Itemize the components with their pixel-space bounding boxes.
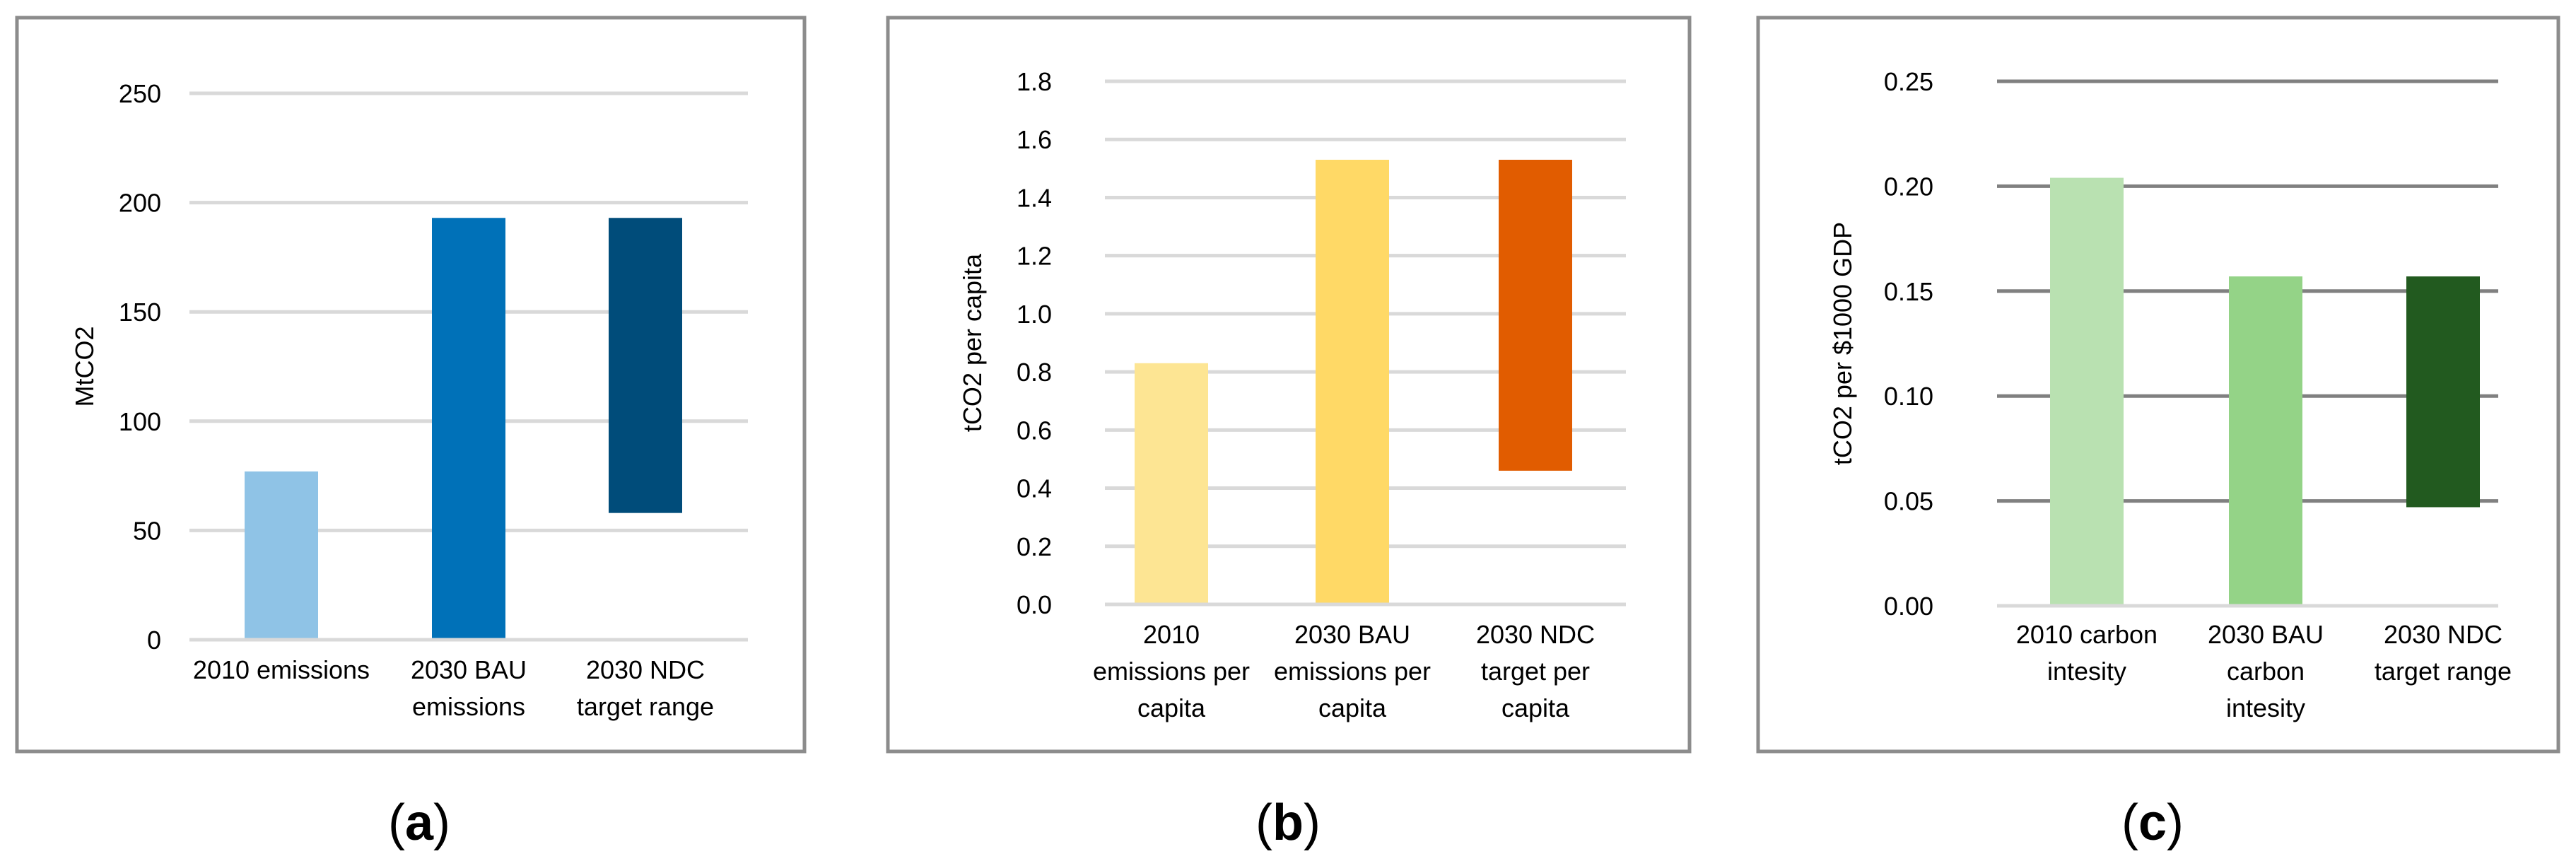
- bar: [432, 218, 505, 640]
- y-tick-label: 0.4: [1017, 474, 1052, 503]
- chart-panel-c: 0.00 0.05 0.10 0.15 0.20 0.25 2010 carbon intes…: [1756, 16, 2560, 851]
- bar: [2050, 177, 2124, 606]
- category-label: 2010 emissions: [193, 655, 370, 684]
- y-tick-label: 0.6: [1017, 416, 1052, 445]
- category-label: 2030 NDC target range: [577, 655, 714, 721]
- panel-label: (a): [388, 795, 450, 851]
- y-tick-label: 0.20: [1884, 172, 1933, 201]
- category-label: 2030 BAU emissions per capita: [1274, 620, 1431, 722]
- y-tick-label: 1.8: [1017, 67, 1052, 96]
- y-tick-label: 1.2: [1017, 242, 1052, 271]
- y-axis-label: tCO2 per $1000 GDP: [1828, 222, 1857, 465]
- y-tick-label: 0.25: [1884, 67, 1933, 96]
- panel-label: (c): [2121, 795, 2184, 851]
- chart-panel-a: 0 50 100 150 200 250 2010 emissions 2030 BAU emi…: [15, 16, 807, 851]
- panel-label: (b): [1255, 795, 1321, 851]
- category-label: 2030 NDC target range: [2375, 620, 2512, 686]
- y-tick-label: 250: [119, 79, 161, 108]
- y-tick-label: 1.6: [1017, 125, 1052, 154]
- category-label: 2030 NDC target per capita: [1476, 620, 1595, 722]
- y-axis-label: MtCO2: [70, 326, 99, 406]
- category-label: 2030 BAU emissions: [411, 655, 527, 721]
- bar: [2229, 276, 2302, 606]
- y-tick-label: 0.10: [1884, 382, 1933, 411]
- y-tick-label: 0.05: [1884, 487, 1933, 516]
- bar: [1316, 160, 1389, 604]
- bar: [1499, 160, 1572, 471]
- bar: [609, 218, 682, 513]
- category-label: 2010 emissions per capita: [1093, 620, 1250, 722]
- y-tick-label: 200: [119, 189, 161, 218]
- bar: [245, 471, 318, 640]
- y-axis-label: tCO2 per capita: [958, 253, 987, 432]
- bar: [2406, 276, 2480, 508]
- y-tick-label: 1.4: [1017, 183, 1052, 212]
- category-label: 2030 BAU carbon intesity: [2208, 620, 2324, 722]
- y-tick-label: 0.00: [1884, 592, 1933, 621]
- y-tick-label: 0.0: [1017, 590, 1052, 619]
- bar: [1135, 363, 1208, 604]
- chart-panel-b: 0.0 0.2 0.4 0.6 0.8 1.0 1.2 1.4 1.6 1.8 2010 emissi…: [886, 16, 1692, 851]
- y-tick-label: 0.15: [1884, 277, 1933, 306]
- y-tick-label: 100: [119, 407, 161, 436]
- y-tick-label: 50: [133, 516, 161, 545]
- y-tick-label: 150: [119, 298, 161, 327]
- y-tick-label: 1.0: [1017, 300, 1052, 329]
- y-tick-label: 0.2: [1017, 532, 1052, 561]
- y-tick-label: 0: [147, 626, 161, 655]
- y-tick-label: 0.8: [1017, 358, 1052, 387]
- category-label: 2010 carbon intesity: [2016, 620, 2158, 686]
